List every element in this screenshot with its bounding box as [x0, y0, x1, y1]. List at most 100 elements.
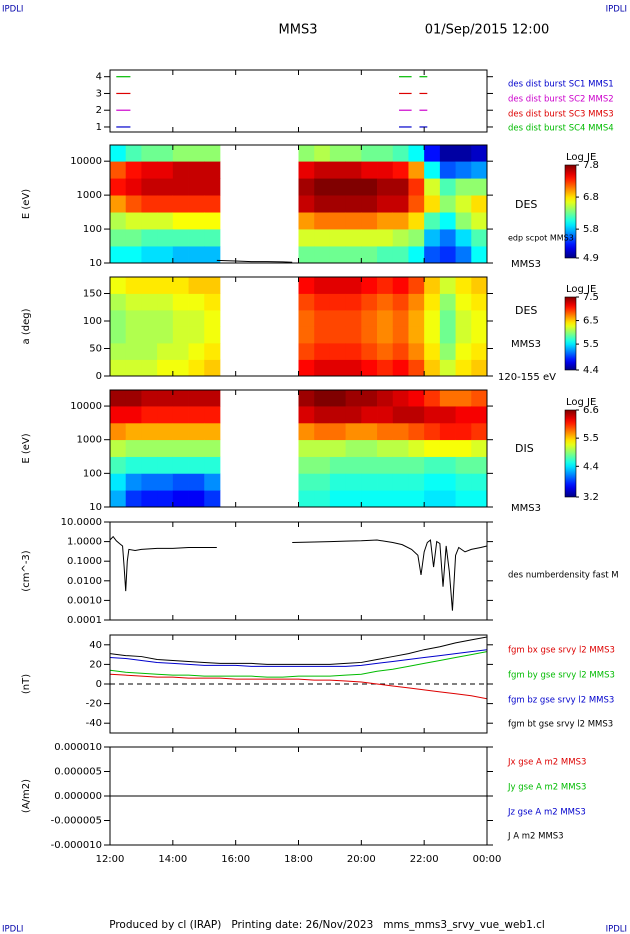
spectrogram-cell	[172, 439, 189, 457]
spectrogram-cell	[110, 343, 127, 360]
spectrogram-cell	[361, 277, 378, 294]
spectrogram-cell	[141, 277, 158, 294]
spectrogram-cell	[392, 473, 409, 491]
spectrogram-cell	[392, 212, 409, 230]
spectrogram-cell	[314, 406, 331, 424]
y-axis-label: (nT)	[21, 674, 32, 694]
spectrogram-cell	[361, 406, 378, 424]
colorbar	[564, 164, 577, 259]
colorbar-label: Log JE	[566, 397, 596, 408]
spectrogram-cell	[157, 195, 174, 213]
spectrogram-cell	[329, 178, 347, 196]
spectrogram-cell	[329, 406, 347, 424]
spectrogram-cell	[439, 359, 456, 376]
colorbar-tick-label: 5.5	[583, 339, 599, 350]
spectrogram-cell	[361, 161, 378, 179]
spectrogram-cell	[439, 195, 456, 213]
spectrogram-cell	[188, 195, 205, 213]
spectrogram-cell	[439, 212, 456, 230]
spectrogram-cell	[455, 310, 472, 327]
colorbar-tick-label: 4.4	[583, 461, 599, 472]
spectrogram-cell	[392, 490, 409, 507]
spectrogram-cell	[298, 229, 315, 247]
y-tick-label: 0	[96, 371, 102, 382]
spectrogram-cell	[424, 359, 441, 376]
spectrogram-cell	[314, 326, 331, 344]
spectrogram-cell	[188, 439, 205, 457]
panel-label: DIS	[515, 442, 534, 455]
spectrogram-cell	[455, 277, 472, 294]
spectrogram-cell	[392, 277, 409, 294]
spectrogram-cell	[345, 490, 362, 507]
spectrogram-cell	[455, 212, 472, 230]
spectrogram-cell	[345, 145, 362, 162]
spectrogram-cell	[314, 178, 331, 196]
spectrogram-cell	[471, 390, 487, 407]
spectrogram-cell	[424, 310, 441, 327]
spectrogram-cell	[188, 212, 205, 230]
spectrogram-cell	[408, 359, 425, 376]
spectrogram-cell	[455, 293, 472, 311]
spectrogram-cell	[439, 293, 456, 311]
spectrogram-cell	[329, 490, 347, 507]
spectrogram-cell	[329, 343, 347, 360]
spectrogram-cell	[439, 490, 456, 507]
spectrogram-cell	[345, 422, 362, 441]
spectrogram-cell	[110, 161, 127, 179]
spectrogram-cell	[424, 195, 441, 213]
spectrogram-cell	[329, 390, 347, 407]
spectrogram-cell	[172, 359, 189, 376]
spectrogram-cell	[329, 456, 347, 474]
spectrogram-cell	[314, 195, 331, 213]
spectrogram-cell	[377, 246, 394, 263]
spectrogram-cell	[204, 343, 221, 360]
spectrogram-cell	[188, 161, 205, 179]
spectrogram-cell	[110, 293, 127, 311]
colorbar-tick-label: 6.8	[583, 192, 599, 203]
corner-label: IPDLI	[2, 925, 23, 934]
spectrogram-cell	[408, 406, 425, 424]
spectrogram-cell	[439, 246, 456, 263]
spectrogram-cell	[361, 246, 378, 263]
spectrogram-cell	[298, 422, 315, 441]
spectrogram-cell	[204, 490, 221, 507]
spectrogram-cell	[125, 456, 142, 474]
spectrogram-cell	[471, 490, 487, 507]
spectrogram-cell	[188, 293, 205, 311]
spectrogram-cell	[141, 195, 158, 213]
y-tick-label: 100	[83, 224, 102, 235]
x-tick-label: 00:00	[473, 854, 502, 865]
y-tick-label: -0.000010	[51, 840, 102, 851]
spectrogram-cell	[408, 229, 425, 247]
spectrogram-cell	[377, 195, 394, 213]
spectrogram-cell	[172, 310, 189, 327]
y-tick-label: 10000	[70, 156, 102, 167]
spectrogram-cell	[361, 178, 378, 196]
spectrogram-cell	[471, 178, 487, 196]
spectrogram-cell	[172, 161, 189, 179]
spectrogram-cell	[377, 178, 394, 196]
spectrogram-cell	[314, 310, 331, 327]
spectrogram-cell	[471, 473, 487, 491]
spectrogram-cell	[110, 390, 127, 407]
spectrogram-cell	[188, 310, 205, 327]
footer: Produced by cl (IRAP) Printing date: 26/…	[109, 919, 545, 931]
spectrogram-cell	[345, 326, 362, 344]
colorbar-tick-label: 6.5	[583, 316, 599, 327]
spectrogram-cell	[408, 178, 425, 196]
spectrogram-cell	[455, 422, 472, 441]
spectrogram-cell	[392, 293, 409, 311]
spectrogram-cell	[172, 246, 189, 263]
spectrogram-cell	[110, 439, 127, 457]
spectrogram-cell	[345, 161, 362, 179]
spectrogram-cell	[204, 178, 221, 196]
spectrogram-cell	[314, 161, 331, 179]
spectrogram-cell	[329, 439, 347, 457]
spectrogram-cell	[377, 490, 394, 507]
spectrogram-cell	[455, 359, 472, 376]
spectrogram-cell	[125, 229, 142, 247]
spectrogram-cell	[329, 246, 347, 263]
colorbar	[564, 409, 577, 498]
spectrogram-cell	[392, 246, 409, 263]
spectrogram-cell	[345, 473, 362, 491]
